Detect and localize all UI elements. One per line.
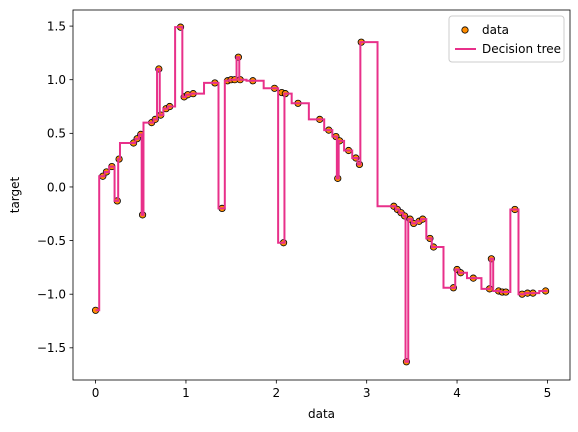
- y-tick-label: −1.0: [37, 288, 66, 302]
- y-axis-label: target: [8, 176, 22, 213]
- x-axis-label: data: [308, 407, 335, 421]
- y-tick-label: −1.5: [37, 341, 66, 355]
- y-tick-label: 1.5: [47, 19, 66, 33]
- x-tick-label: 3: [363, 386, 371, 400]
- y-tick-label: 0.0: [47, 180, 66, 194]
- y-tick-label: −0.5: [37, 234, 66, 248]
- plot-area: [72, 9, 571, 381]
- x-tick-label: 5: [544, 386, 552, 400]
- x-axis: 0 1 2 3 4 5: [92, 380, 551, 400]
- x-tick-label: 1: [182, 386, 190, 400]
- x-tick-label: 0: [92, 386, 100, 400]
- legend-marker-data: [461, 26, 469, 34]
- x-tick-label: 4: [453, 386, 461, 400]
- legend-label-data: data: [482, 23, 509, 37]
- y-tick-label: 0.5: [47, 127, 66, 141]
- decision-tree-line: [95, 26, 548, 363]
- series-layer: [91, 23, 550, 366]
- y-axis: −1.5 −1.0 −0.5 0.0 0.5 1.0 1.5: [37, 19, 73, 355]
- legend-box: [448, 15, 565, 63]
- x-tick-label: 2: [272, 386, 280, 400]
- legend: data Decision tree: [448, 15, 565, 63]
- legend-label-decision-tree: Decision tree: [482, 42, 561, 56]
- y-tick-label: 1.0: [47, 73, 66, 87]
